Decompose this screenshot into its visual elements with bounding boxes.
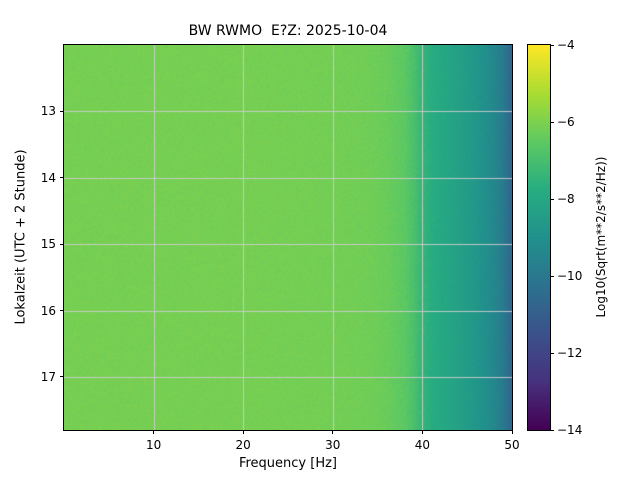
x-tick-label: 20	[223, 437, 263, 453]
colorbar-tick-mark	[550, 430, 554, 431]
heatmap-canvas	[64, 45, 512, 430]
x-tick-label: 40	[402, 437, 442, 453]
colorbar-tick-label: −4	[557, 37, 575, 53]
spectrogram-figure: BW RWMO E?Z: 2025-10-04 Frequency [Hz] L…	[0, 0, 640, 480]
y-tick-mark	[60, 177, 64, 178]
x-axis-label: Frequency [Hz]	[64, 456, 512, 472]
x-tick-mark	[332, 430, 333, 434]
y-tick-mark	[60, 111, 64, 112]
y-tick-label: 17	[16, 369, 56, 385]
colorbar-tick-mark	[550, 199, 554, 200]
colorbar-tick-mark	[550, 45, 554, 46]
x-tick-mark	[153, 430, 154, 434]
colorbar-tick-label: −14	[557, 422, 582, 438]
colorbar-canvas	[528, 45, 550, 430]
colorbar-tick-mark	[550, 122, 554, 123]
colorbar-tick-label: −8	[557, 191, 575, 207]
y-tick-mark	[60, 310, 64, 311]
colorbar-tick-label: −12	[557, 345, 582, 361]
y-tick-mark	[60, 244, 64, 245]
x-tick-mark	[512, 430, 513, 434]
colorbar-tick-label: −6	[557, 114, 575, 130]
x-tick-mark	[422, 430, 423, 434]
x-tick-label: 30	[313, 437, 353, 453]
colorbar-tick-label: −10	[557, 268, 582, 284]
y-tick-mark	[60, 376, 64, 377]
y-tick-label: 13	[16, 103, 56, 119]
x-tick-label: 10	[134, 437, 174, 453]
chart-title: BW RWMO E?Z: 2025-10-04	[64, 23, 512, 39]
colorbar-tick-mark	[550, 276, 554, 277]
colorbar-tick-mark	[550, 353, 554, 354]
y-tick-label: 16	[16, 303, 56, 319]
y-tick-label: 15	[16, 236, 56, 252]
y-tick-label: 14	[16, 170, 56, 186]
colorbar-label: Log10(Sqrt(m**2/s**2/Hz))	[594, 157, 608, 318]
x-tick-label: 50	[492, 437, 532, 453]
x-tick-mark	[243, 430, 244, 434]
